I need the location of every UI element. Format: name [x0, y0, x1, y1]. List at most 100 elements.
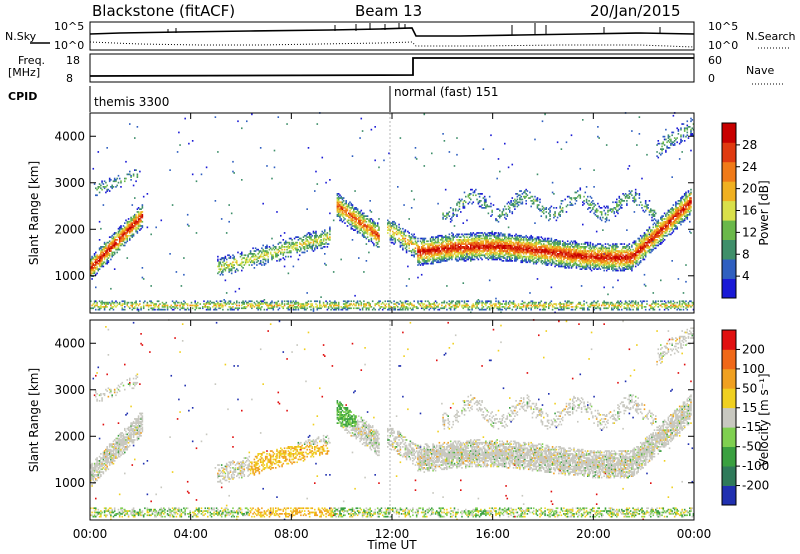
power-cell: [408, 247, 410, 249]
power-cell: [262, 245, 264, 247]
power-cell: [567, 204, 569, 206]
power-cell: [333, 220, 335, 222]
power-cell: [541, 300, 543, 302]
power-cell: [113, 186, 115, 188]
freq-unit: [MHz]: [8, 66, 40, 79]
power-cell: [505, 218, 507, 220]
power-cell: [479, 300, 481, 302]
power-cell: [502, 303, 504, 305]
power-cell: [469, 201, 471, 203]
power-cell: [498, 158, 500, 160]
power-cell: [547, 256, 549, 258]
power-cell: [432, 236, 434, 238]
power-cell: [424, 114, 426, 116]
power-cell: [514, 208, 516, 210]
power-cell: [418, 246, 420, 248]
power-cell: [312, 303, 314, 305]
power-cell: [512, 257, 514, 259]
power-cell: [197, 305, 199, 307]
power-cell: [480, 200, 482, 202]
power-cell: [568, 307, 570, 309]
power-cell: [325, 182, 327, 184]
power-cell: [217, 256, 219, 258]
power-cell: [502, 309, 504, 311]
power-cell: [425, 300, 427, 302]
power-cell: [546, 215, 548, 217]
power-cell: [147, 302, 149, 304]
power-cell: [135, 169, 137, 171]
power-cell: [449, 151, 451, 153]
power-cell: [451, 220, 453, 222]
power-cell: [377, 222, 379, 224]
power-cell: [490, 203, 492, 205]
power-cell: [280, 242, 282, 244]
power-cell: [231, 213, 233, 215]
power-cell: [479, 196, 481, 198]
power-cell: [512, 260, 514, 262]
power-cell: [143, 196, 145, 198]
power-cell: [385, 300, 387, 302]
power-cell: [371, 238, 373, 240]
power-cell: [233, 172, 235, 174]
power-cell: [231, 273, 233, 275]
power-cell: [512, 197, 514, 199]
power-cell: [368, 239, 370, 241]
power-cell: [129, 307, 131, 309]
power-cell: [308, 300, 310, 302]
power-cell: [241, 179, 243, 181]
power-cell: [261, 264, 263, 266]
power-cell: [490, 206, 492, 208]
power-cell: [495, 232, 497, 234]
power-cell: [523, 305, 525, 307]
power-cell: [352, 239, 354, 241]
power-cell: [405, 238, 407, 240]
power-cell: [366, 260, 368, 262]
power-cell: [280, 259, 282, 261]
power-cell: [237, 252, 239, 254]
power-cell: [538, 204, 540, 206]
power-cell: [197, 302, 199, 304]
power-cell: [264, 309, 266, 311]
power-cell: [317, 183, 319, 185]
power-cell: [481, 193, 483, 195]
power-cell: [557, 141, 559, 143]
power-cell: [553, 193, 555, 195]
power-cell: [378, 234, 380, 236]
freq-line: [90, 58, 694, 76]
power-cell: [491, 231, 493, 233]
power-cell: [532, 196, 534, 198]
power-cell: [386, 306, 388, 308]
power-cell: [572, 302, 574, 304]
power-cell: [284, 232, 286, 234]
power-cell: [441, 305, 443, 307]
power-cell: [239, 305, 241, 307]
power-cell: [239, 307, 241, 309]
freq-left-bottom: 8: [66, 72, 73, 85]
power-cell: [300, 247, 302, 249]
power-cell: [291, 239, 293, 241]
power-cell: [488, 213, 490, 215]
power-cell: [475, 194, 477, 196]
power-cell: [118, 182, 120, 184]
power-cell: [407, 266, 409, 268]
power-cell: [444, 300, 446, 302]
power-cell: [357, 300, 359, 302]
power-cell: [498, 221, 500, 223]
power-cell: [378, 218, 380, 220]
power-cell: [279, 307, 281, 309]
power-cell: [95, 287, 97, 289]
power-cell: [464, 236, 466, 238]
power-cell: [284, 300, 286, 302]
power-cell: [522, 199, 524, 201]
power-cell: [187, 303, 189, 305]
power-cell: [232, 161, 234, 163]
power-cell: [353, 307, 355, 309]
power-cell: [140, 306, 142, 308]
power-cell: [452, 208, 454, 210]
power-cell: [110, 288, 112, 290]
power-cell: [493, 204, 495, 206]
power-cell: [262, 203, 264, 205]
power-cell: [539, 199, 541, 201]
power-cell: [343, 200, 345, 202]
power-cell: [246, 120, 248, 122]
